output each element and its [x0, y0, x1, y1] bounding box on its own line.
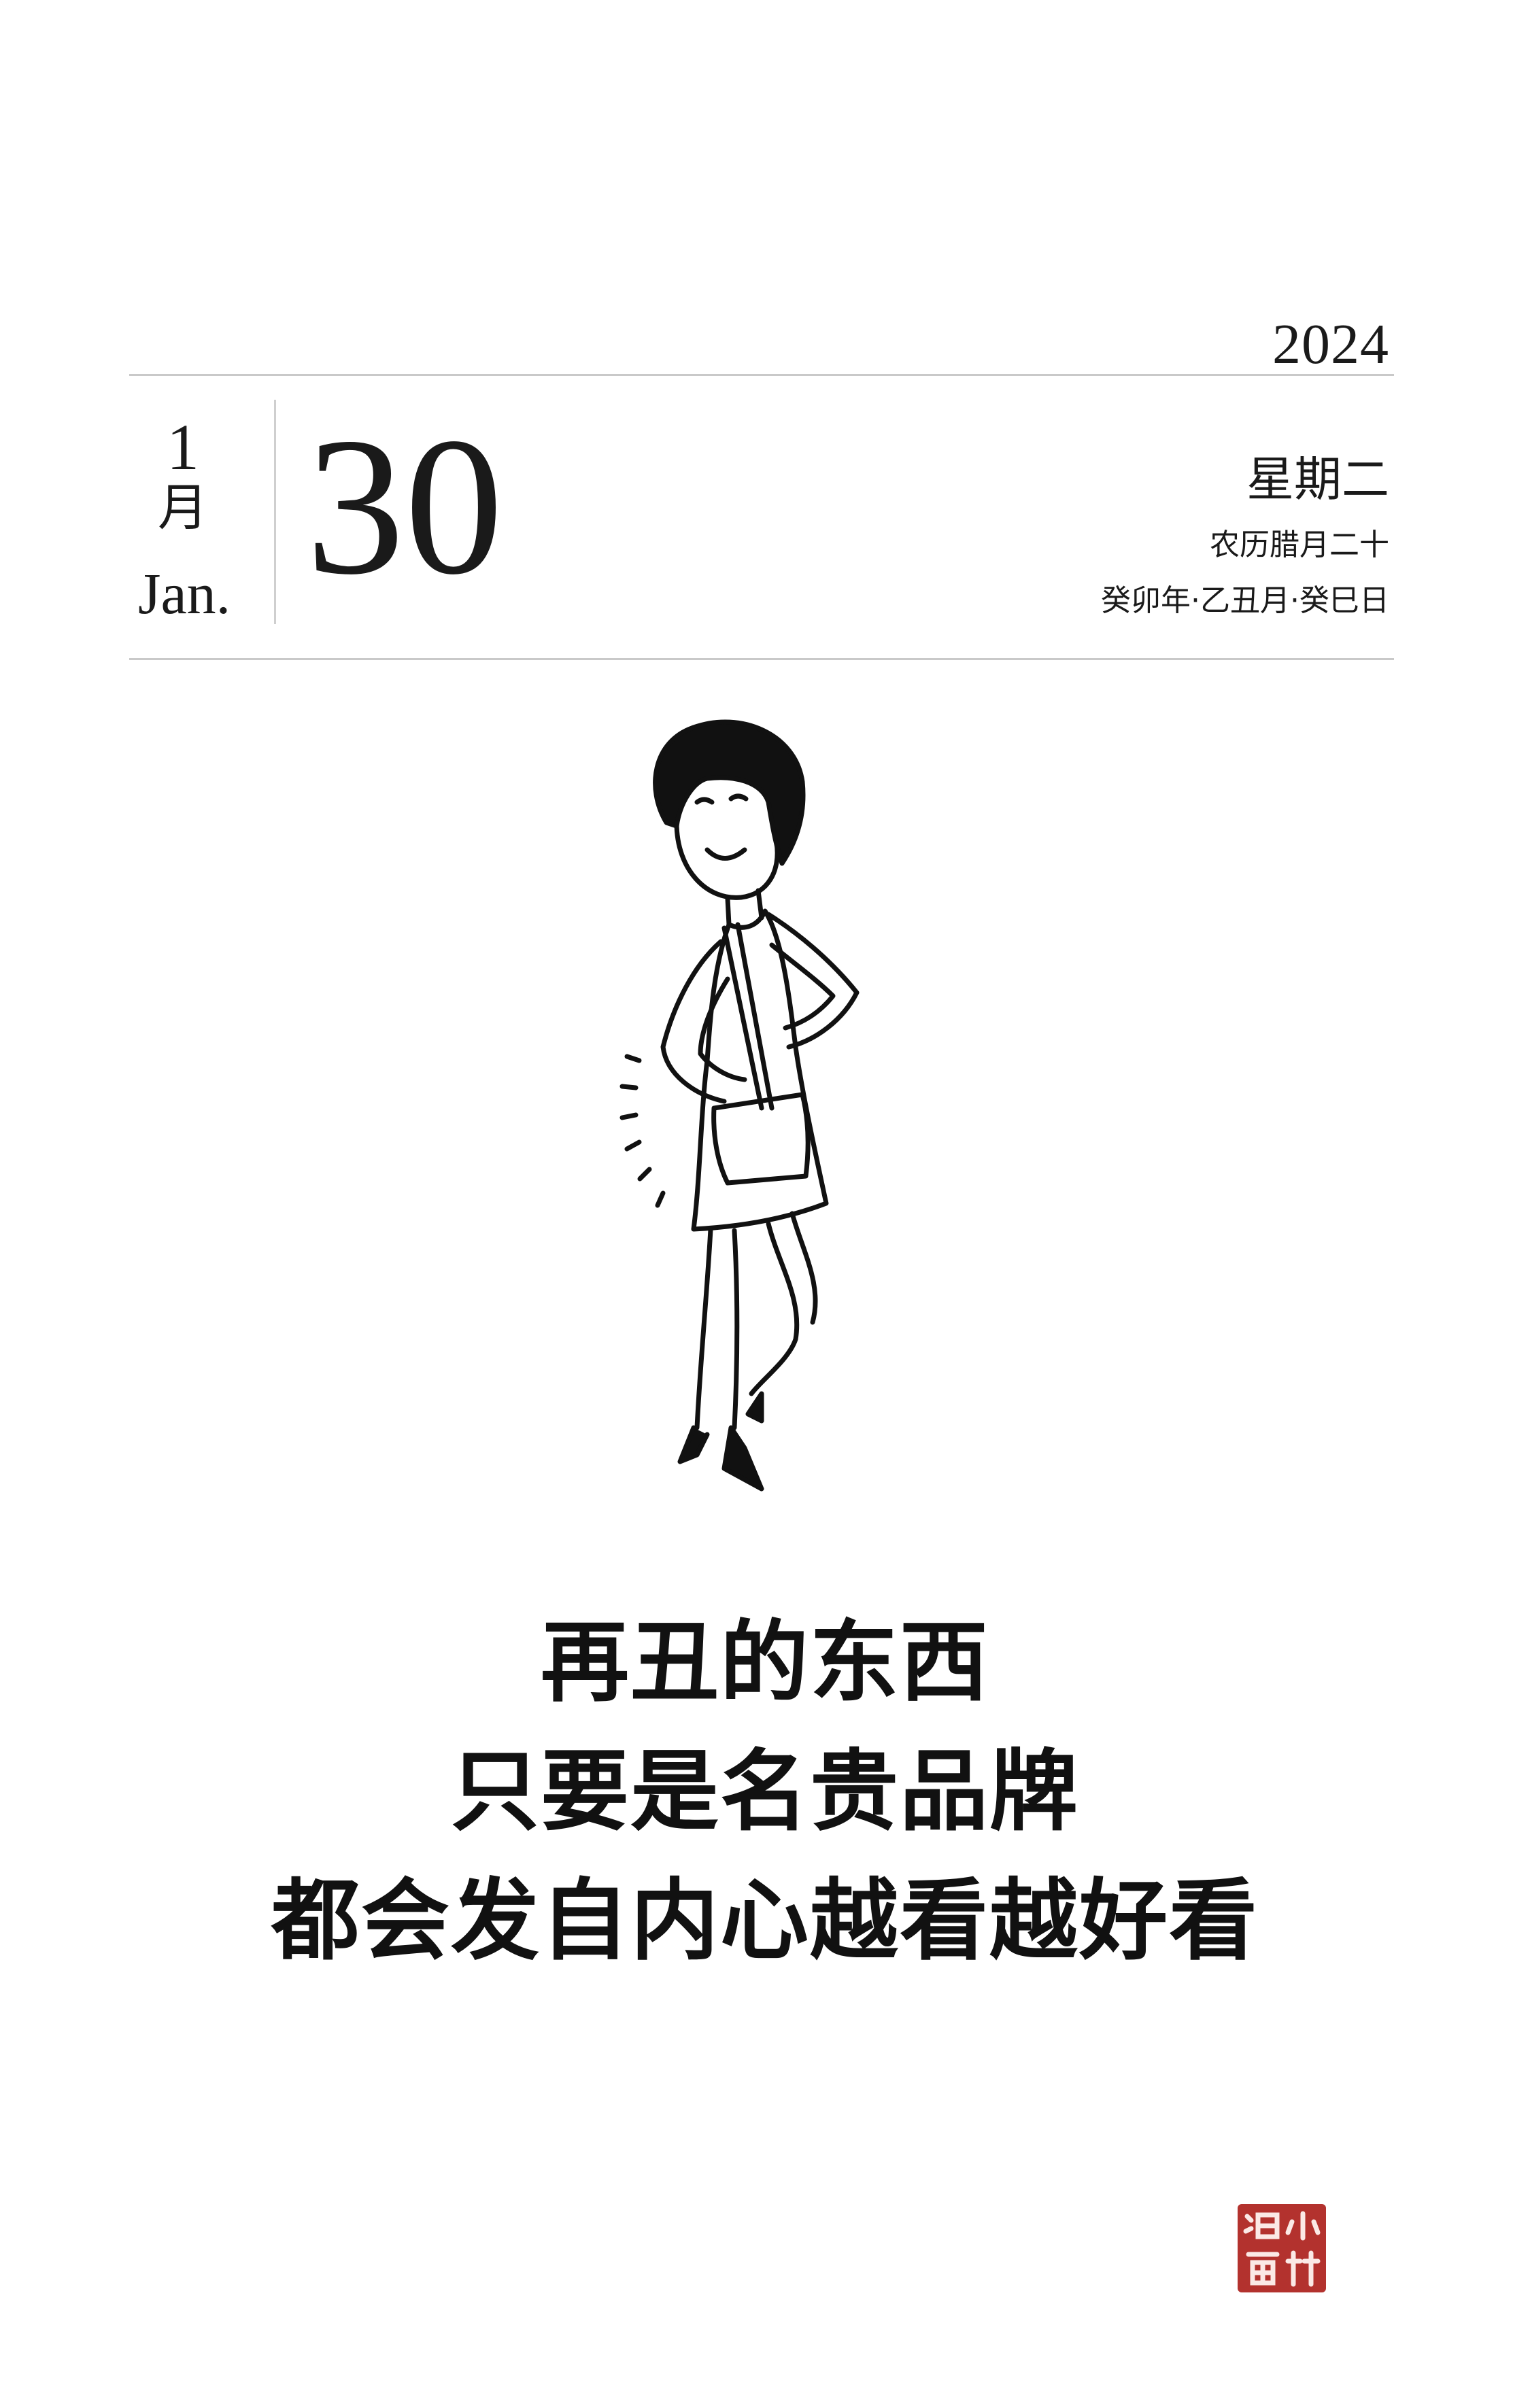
caption-line-2: 只要是名贵品牌	[450, 1740, 1079, 1843]
year-label: 2024	[1272, 313, 1389, 376]
weekday-label: 星期二	[1246, 451, 1389, 507]
vertical-divider	[274, 400, 276, 624]
top-divider	[129, 374, 1394, 376]
caption-line-1: 再丑的东西	[540, 1611, 989, 1714]
artist-seal-stamp	[1238, 2204, 1326, 2292]
month-english: Jan.	[138, 561, 231, 626]
lunar-date: 农历腊月二十	[1210, 528, 1389, 562]
day-number: 30	[306, 397, 503, 615]
caption-block: 再丑的东西 只要是名贵品牌 都会发自内心越看越好看	[0, 1598, 1530, 1985]
caption-line-3: 都会发自内心越看越好看	[271, 1869, 1259, 1972]
bottom-divider	[129, 658, 1394, 660]
woman-with-handbag-illustration	[619, 719, 860, 1492]
month-chinese: 月	[158, 479, 208, 537]
ganzhi-date: 癸卯年·乙丑月·癸巳日	[1101, 583, 1389, 618]
month-number: 1	[167, 411, 199, 483]
